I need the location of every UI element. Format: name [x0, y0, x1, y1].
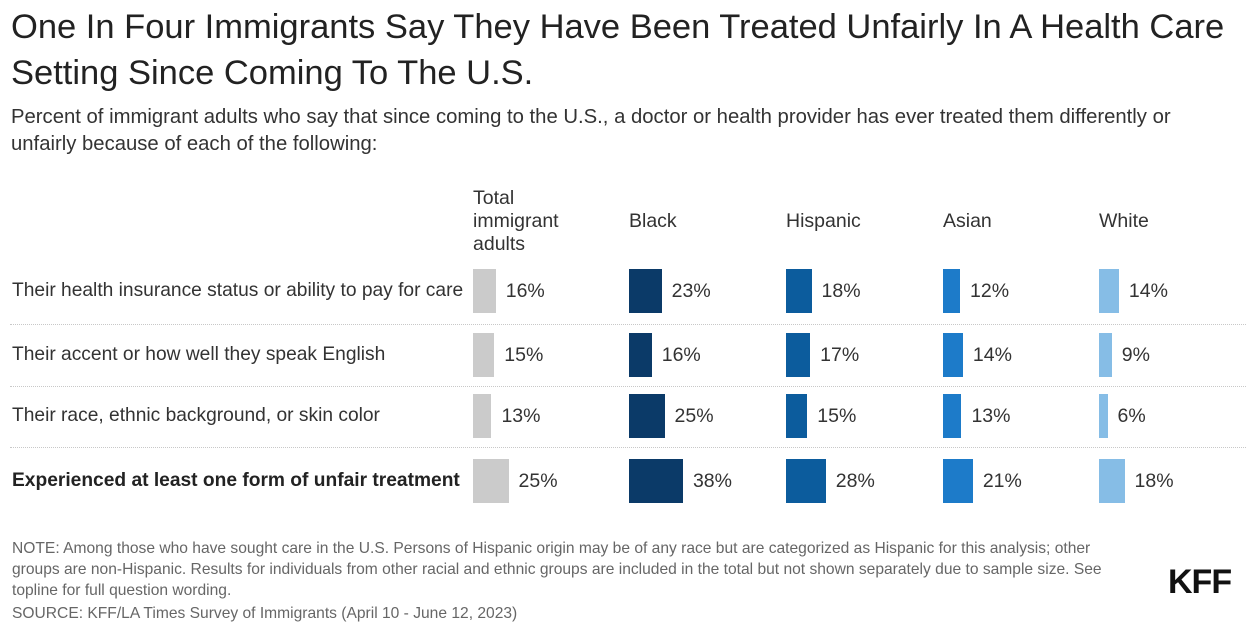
chart-note: NOTE: Among those who have sought care i… [12, 540, 1102, 599]
value-label-white-row-1: 14% [1128, 280, 1168, 302]
value-label-white-row-4: 18% [1134, 470, 1174, 492]
value-label-hispanic-row-4: 28% [835, 470, 875, 492]
bar-white-row-1 [1099, 269, 1119, 313]
row-divider [10, 386, 1246, 387]
column-header-total-immigrant-adults: Total immigrant adults [473, 187, 559, 255]
value-label-black-row-4: 38% [692, 470, 732, 492]
chart-source: SOURCE: KFF/LA Times Survey of Immigrant… [12, 605, 518, 622]
value-label-hispanic-row-2: 17% [820, 344, 860, 366]
bar-asian-row-4 [943, 459, 973, 503]
bar-total-immigrant-adults-row-1 [473, 269, 496, 313]
column-header-hispanic: Hispanic [786, 210, 861, 232]
bar-total-immigrant-adults-row-4 [473, 459, 509, 503]
chart-subtitle: Percent of immigrant adults who say that… [11, 106, 1171, 155]
value-label-asian-row-2: 14% [972, 344, 1012, 366]
value-label-total-immigrant-adults-row-4: 25% [518, 470, 558, 492]
value-label-asian-row-3: 13% [971, 405, 1011, 427]
column-header-asian: Asian [943, 210, 992, 232]
value-label-total-immigrant-adults-row-3: 13% [501, 405, 541, 427]
bar-black-row-2 [629, 333, 652, 377]
row-label-2: Their accent or how well they speak Engl… [12, 344, 386, 365]
bar-hispanic-row-3 [786, 394, 808, 438]
column-header-black: Black [629, 210, 677, 232]
bar-hispanic-row-1 [786, 269, 812, 313]
bar-black-row-1 [629, 269, 662, 313]
value-label-hispanic-row-3: 15% [817, 405, 857, 427]
chart-title: One In Four Immigrants Say They Have Bee… [11, 8, 1225, 92]
value-label-asian-row-1: 12% [970, 280, 1010, 302]
bar-asian-row-2 [943, 333, 963, 377]
row-divider [10, 447, 1246, 448]
value-label-total-immigrant-adults-row-1: 16% [505, 280, 545, 302]
value-label-white-row-2: 9% [1121, 344, 1150, 366]
bar-hispanic-row-2 [786, 333, 811, 377]
value-label-hispanic-row-1: 18% [821, 280, 861, 302]
bar-black-row-4 [629, 459, 683, 503]
row-label-1: Their health insurance status or ability… [12, 280, 464, 301]
bar-total-immigrant-adults-row-3 [473, 394, 492, 438]
value-label-white-row-3: 6% [1117, 405, 1146, 427]
value-label-black-row-1: 23% [671, 280, 711, 302]
value-label-black-row-3: 25% [674, 405, 714, 427]
row-divider [10, 324, 1246, 325]
value-label-asian-row-4: 21% [982, 470, 1022, 492]
bar-white-row-4 [1099, 459, 1125, 503]
bar-white-row-2 [1099, 333, 1112, 377]
bar-asian-row-3 [943, 394, 962, 438]
bar-white-row-3 [1099, 394, 1108, 438]
kff-logo: KFF [1168, 563, 1232, 601]
bar-total-immigrant-adults-row-2 [473, 333, 495, 377]
row-label-4: Experienced at least one form of unfair … [12, 470, 460, 491]
bar-asian-row-1 [943, 269, 961, 313]
value-label-black-row-2: 16% [661, 344, 701, 366]
column-header-white: White [1099, 210, 1149, 232]
bar-hispanic-row-4 [786, 459, 826, 503]
bar-black-row-3 [629, 394, 665, 438]
value-label-total-immigrant-adults-row-2: 15% [504, 344, 544, 366]
row-label-3: Their race, ethnic background, or skin c… [12, 405, 380, 426]
